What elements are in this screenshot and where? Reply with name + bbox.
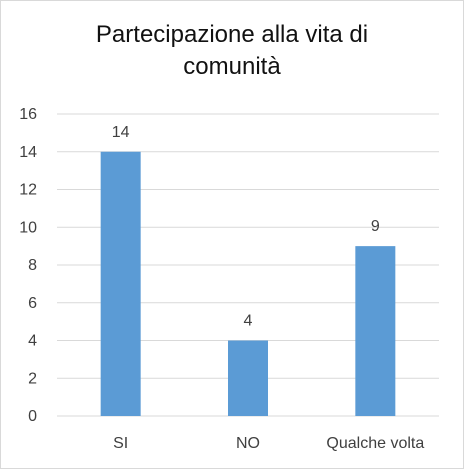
x-category-label-2: Qualche volta [326, 435, 424, 452]
y-tick-label-8: 8 [28, 257, 37, 274]
bar-0 [100, 151, 141, 416]
chart-title: Partecipazione alla vita di comunità [1, 19, 463, 83]
bar-1 [228, 340, 268, 416]
y-tick-label-12: 12 [19, 182, 37, 199]
y-tick-label-0: 0 [28, 408, 37, 425]
y-tick-label-16: 16 [19, 106, 37, 123]
y-tick-label-14: 14 [19, 144, 37, 161]
data-label-0: 14 [112, 124, 130, 141]
chart-title-line-2: comunità [183, 53, 281, 80]
data-label-2: 9 [371, 218, 380, 235]
bar-2 [355, 246, 396, 416]
y-tick-label-4: 4 [28, 333, 37, 350]
x-category-label-1: NO [236, 435, 260, 452]
x-category-label-0: SI [113, 435, 128, 452]
chart-title-line-1: Partecipazione alla vita di [95, 21, 369, 48]
y-tick-label-6: 6 [28, 295, 37, 312]
y-tick-label-10: 10 [19, 219, 37, 236]
data-label-1: 4 [244, 313, 253, 330]
y-tick-label-2: 2 [28, 370, 37, 387]
